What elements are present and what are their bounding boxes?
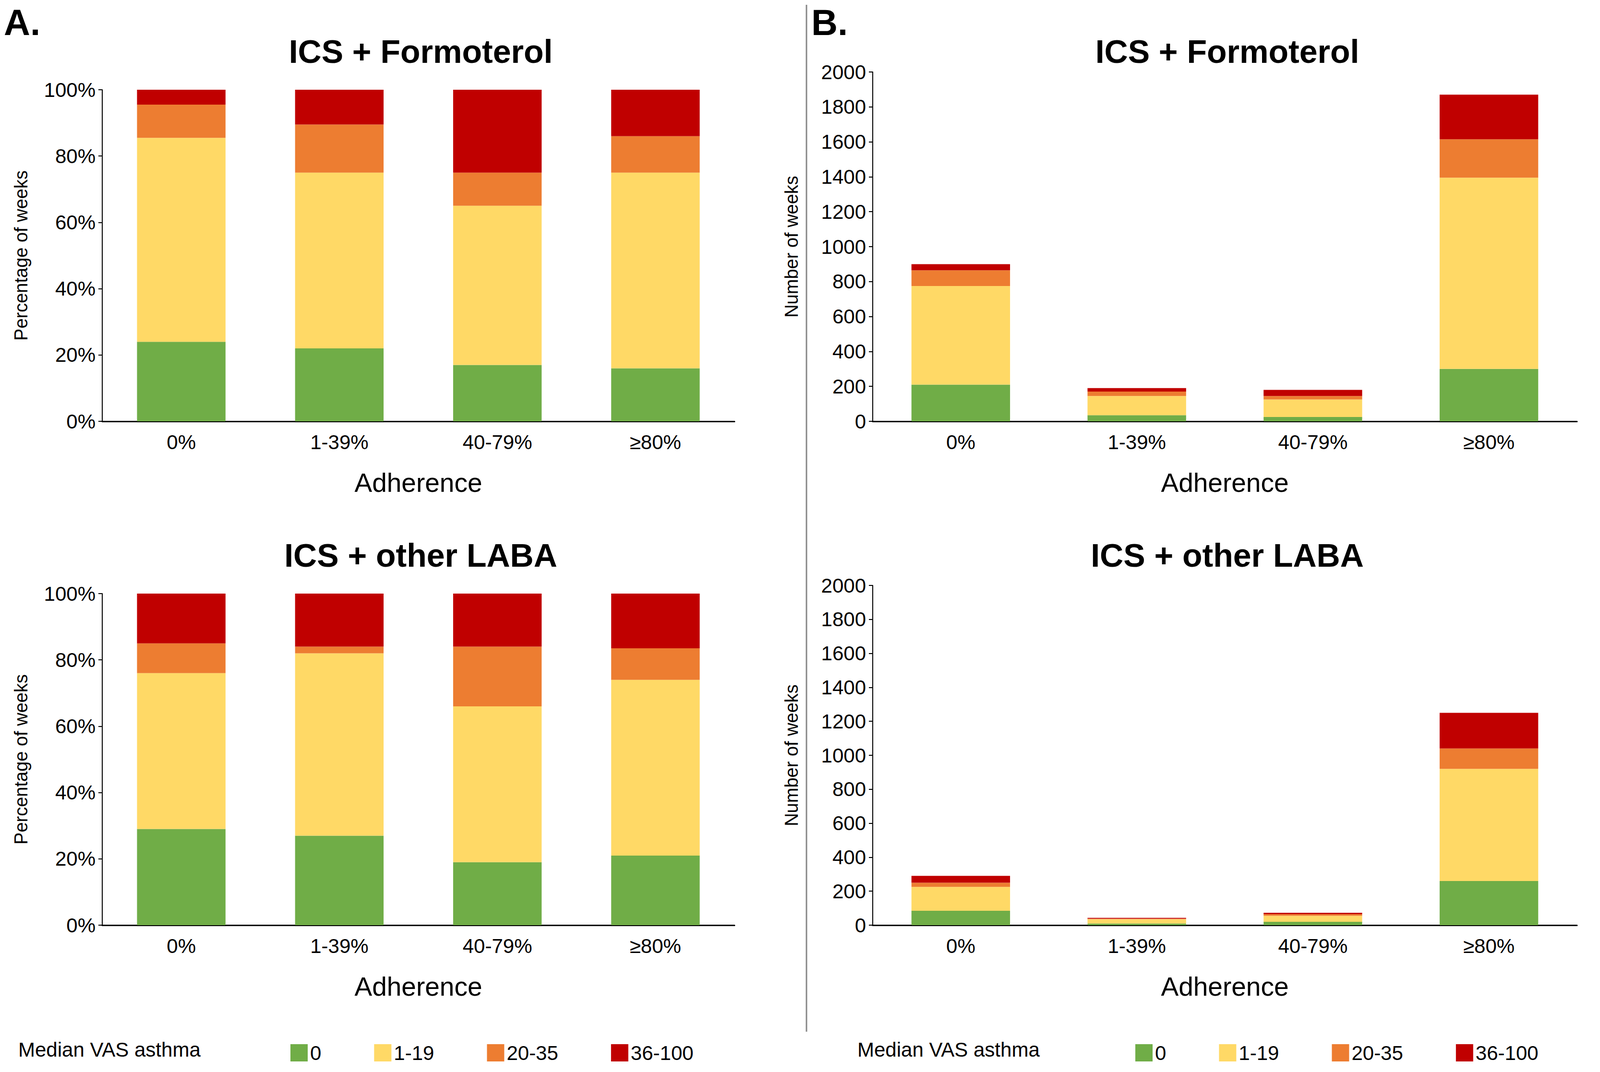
svg-text:20%: 20% [55,343,96,367]
svg-text:0%: 0% [946,935,976,958]
svg-text:ICS + Formoterol: ICS + Formoterol [1095,33,1360,70]
svg-text:ICS + other LABA: ICS + other LABA [1090,537,1364,574]
svg-text:600: 600 [832,305,867,328]
svg-text:1000: 1000 [821,744,867,768]
svg-text:≥80%: ≥80% [629,431,682,454]
svg-text:40-79%: 40-79% [462,431,533,454]
svg-text:800: 800 [832,270,867,293]
svg-text:0%: 0% [946,431,976,454]
svg-text:0: 0 [854,914,867,938]
svg-text:60%: 60% [55,715,96,738]
svg-text:1400: 1400 [821,676,867,699]
svg-text:800: 800 [832,778,867,801]
svg-text:20%: 20% [55,847,96,871]
svg-text:0%: 0% [166,935,196,958]
svg-text:≥80%: ≥80% [629,935,682,958]
svg-text:100%: 100% [44,78,96,102]
svg-text:0%: 0% [66,914,96,938]
svg-text:Number of weeks: Number of weeks [781,684,802,827]
svg-text:ICS + Formoterol: ICS + Formoterol [288,33,554,70]
svg-text:1400: 1400 [821,165,867,189]
svg-text:0%: 0% [166,431,196,454]
svg-text:40%: 40% [55,781,96,805]
svg-text:2000: 2000 [821,60,867,84]
svg-text:1600: 1600 [821,642,867,665]
svg-text:1-19: 1-19 [393,1042,434,1065]
svg-text:Percentage of weeks: Percentage of weeks [11,170,32,341]
svg-text:1-39%: 1-39% [310,935,369,958]
svg-text:36-100: 36-100 [630,1042,694,1065]
svg-text:1-19: 1-19 [1238,1042,1279,1065]
svg-text:1-39%: 1-39% [310,431,369,454]
svg-text:400: 400 [832,846,867,869]
svg-text:40%: 40% [55,277,96,301]
svg-text:A.: A. [3,1,41,43]
svg-text:100%: 100% [44,582,96,606]
svg-text:Median VAS asthma: Median VAS asthma [18,1038,201,1062]
svg-text:1800: 1800 [821,95,867,119]
svg-text:Adherence: Adherence [1160,972,1289,1002]
svg-text:40-79%: 40-79% [1277,431,1348,454]
svg-text:200: 200 [832,375,867,398]
svg-text:1-39%: 1-39% [1107,431,1166,454]
svg-text:Median VAS asthma: Median VAS asthma [857,1038,1040,1062]
svg-text:400: 400 [832,340,867,363]
svg-text:1200: 1200 [821,200,867,224]
svg-text:0: 0 [1154,1042,1167,1065]
svg-text:Adherence: Adherence [354,468,482,498]
svg-text:1600: 1600 [821,130,867,154]
svg-text:600: 600 [832,812,867,835]
svg-text:36-100: 36-100 [1475,1042,1539,1065]
svg-text:2000: 2000 [821,574,867,598]
svg-text:0: 0 [310,1042,322,1065]
svg-text:0%: 0% [66,410,96,434]
svg-text:1-39%: 1-39% [1107,935,1166,958]
svg-text:Adherence: Adherence [354,972,482,1002]
svg-text:80%: 80% [55,144,96,168]
svg-text:200: 200 [832,880,867,903]
svg-text:80%: 80% [55,649,96,672]
svg-text:Adherence: Adherence [1160,468,1289,498]
svg-text:Number of weeks: Number of weeks [781,175,802,318]
svg-text:1800: 1800 [821,608,867,631]
svg-text:≥80%: ≥80% [1463,431,1515,454]
svg-text:≥80%: ≥80% [1463,935,1515,958]
svg-text:Percentage of weeks: Percentage of weeks [11,674,32,845]
svg-text:40-79%: 40-79% [1277,935,1348,958]
svg-text:B.: B. [811,1,848,43]
svg-text:60%: 60% [55,211,96,234]
svg-text:ICS + other LABA: ICS + other LABA [284,537,558,574]
svg-text:0: 0 [854,410,867,434]
svg-text:20-35: 20-35 [506,1042,558,1065]
svg-text:40-79%: 40-79% [462,935,533,958]
svg-text:1200: 1200 [821,710,867,734]
svg-text:1000: 1000 [821,235,867,259]
svg-text:20-35: 20-35 [1351,1042,1403,1065]
